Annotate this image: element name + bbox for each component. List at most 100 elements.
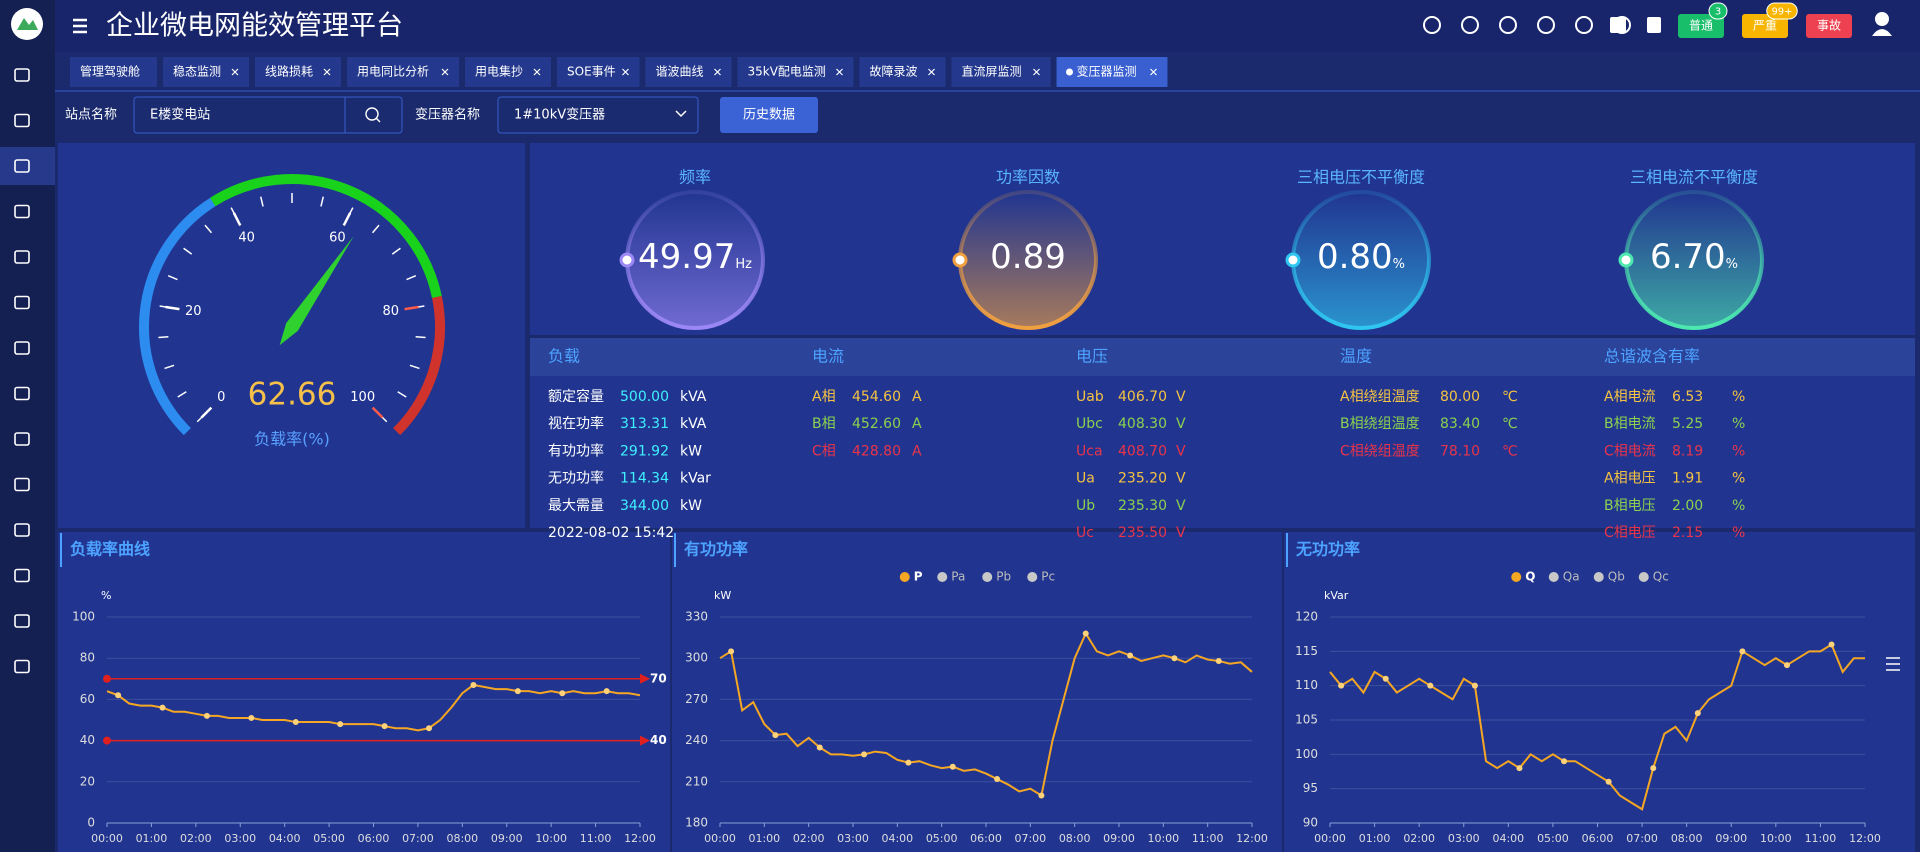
y-tick-label: 210 [685, 774, 708, 788]
alert-button[interactable] [1806, 14, 1852, 38]
nav-icon[interactable] [14, 477, 30, 492]
point [337, 721, 344, 728]
tab[interactable] [1056, 57, 1168, 87]
user-icon[interactable] [1872, 29, 1892, 36]
tab-label[interactable]: 稳态监测 [173, 64, 221, 79]
alert-button[interactable] [1742, 14, 1788, 38]
nav-icon[interactable] [14, 250, 30, 264]
tab-label[interactable]: 线路损耗 [265, 64, 313, 79]
tab-label[interactable]: 管理驾驶舱 [80, 64, 140, 79]
line [106, 683, 641, 732]
toolbar-icon[interactable] [1647, 17, 1661, 33]
nav-icon[interactable] [14, 113, 30, 128]
legend-label[interactable]: Pc [1041, 570, 1055, 584]
tab-label[interactable]: 谐波曲线 [656, 65, 704, 79]
legend-label[interactable]: P [914, 570, 923, 584]
tab-close[interactable] [622, 68, 629, 76]
tab[interactable] [70, 57, 157, 87]
x-tick-label: 11:00 [580, 832, 612, 845]
toolbar-icon[interactable] [1537, 16, 1555, 34]
transformer-select[interactable] [497, 96, 699, 134]
tab-label[interactable]: 用电集抄 [475, 64, 523, 79]
legend-marker[interactable] [937, 572, 948, 582]
nav-icon[interactable] [14, 204, 30, 219]
info-header [530, 338, 1915, 376]
legend-label[interactable]: Qb [1608, 570, 1625, 584]
legend-label[interactable]: Qa [1563, 570, 1580, 584]
x-tick-label: 02:00 [180, 832, 212, 845]
tab-label[interactable]: 35kV配电监测 [748, 65, 826, 79]
alert-button[interactable] [1678, 14, 1724, 38]
legend-marker[interactable] [1027, 572, 1038, 582]
tab-label[interactable]: 用电同比分析 [357, 65, 429, 79]
tab-close[interactable] [231, 68, 239, 76]
tab[interactable] [951, 57, 1051, 87]
legend-marker[interactable] [1548, 572, 1559, 582]
row-unit: % [1732, 416, 1745, 432]
tab-close[interactable] [533, 68, 541, 76]
x-tick-label: 07:00 [402, 832, 434, 845]
row-value: 408.30 [1118, 416, 1167, 432]
toolbar-icon[interactable] [1575, 16, 1593, 34]
legend-marker[interactable] [1511, 572, 1522, 582]
tab-label[interactable]: 故障录波 [870, 64, 918, 79]
row-label: Uc [1076, 525, 1094, 541]
legend-marker[interactable] [1638, 572, 1649, 582]
nav-icon[interactable] [14, 386, 30, 401]
legend-label[interactable]: Q [1525, 570, 1535, 584]
legend-marker[interactable] [1593, 572, 1604, 582]
legend-label[interactable]: Pb [996, 570, 1011, 584]
tab-close[interactable] [1033, 68, 1040, 76]
transformer-value[interactable]: 1#10kV变压器 [514, 107, 605, 123]
station-value[interactable]: E楼变电站 [150, 107, 210, 123]
alert-label[interactable]: 事故 [1817, 18, 1841, 33]
nav-icon[interactable] [14, 614, 30, 628]
search-icon[interactable] [365, 107, 379, 121]
tab-close[interactable] [836, 68, 843, 76]
history-button-label[interactable]: 历史数据 [743, 108, 795, 123]
toolbar-icon[interactable] [1499, 16, 1517, 34]
x-tick-label: 01:00 [748, 832, 780, 845]
tab-close[interactable] [441, 68, 449, 76]
tab-close[interactable] [1150, 68, 1157, 76]
history-button[interactable] [720, 97, 818, 133]
toolbar-icon[interactable] [1461, 16, 1479, 34]
tab-close[interactable] [928, 68, 935, 76]
nav-icon[interactable] [14, 568, 30, 583]
tab[interactable] [347, 57, 459, 87]
point [203, 712, 210, 719]
nav-icon[interactable] [14, 295, 30, 310]
alert-count: 3 [1715, 7, 1721, 18]
logo-mark [17, 18, 38, 30]
toolbar-icon[interactable] [1423, 16, 1441, 34]
nav-icon[interactable] [14, 341, 30, 355]
tab-label[interactable]: 直流屏监测 [962, 65, 1022, 79]
row-label: A相 [812, 389, 836, 405]
gauge-tick [165, 305, 180, 311]
tab-close[interactable] [323, 68, 331, 76]
tab-label[interactable]: 变压器监测 [1077, 64, 1137, 79]
legend-marker[interactable] [982, 572, 993, 582]
station-input[interactable] [133, 96, 403, 134]
nav-icon[interactable] [14, 159, 30, 173]
tab-close[interactable] [714, 68, 721, 76]
legend-marker[interactable] [899, 572, 910, 582]
label: 变压器名称 [415, 107, 480, 123]
user-icon[interactable] [1875, 12, 1889, 26]
tab[interactable] [737, 57, 854, 87]
alert-label[interactable]: 普通 [1689, 19, 1713, 33]
legend-label[interactable]: Pa [951, 570, 965, 584]
point [861, 751, 868, 758]
nav-icon[interactable] [14, 523, 30, 537]
alert-label[interactable]: 严重 [1753, 19, 1777, 33]
search-icon [375, 117, 381, 123]
nav-icon[interactable] [14, 68, 30, 82]
nav-icon[interactable] [14, 659, 30, 674]
point [1038, 792, 1045, 799]
x-tick-label: 10:00 [1147, 832, 1179, 845]
ring-number: 0.80 [1317, 237, 1393, 277]
toolbar-icon[interactable] [1610, 17, 1626, 33]
tab-label[interactable]: SOE事件 [567, 65, 616, 79]
nav-icon[interactable] [14, 432, 30, 446]
legend-label[interactable]: Qc [1653, 570, 1669, 584]
